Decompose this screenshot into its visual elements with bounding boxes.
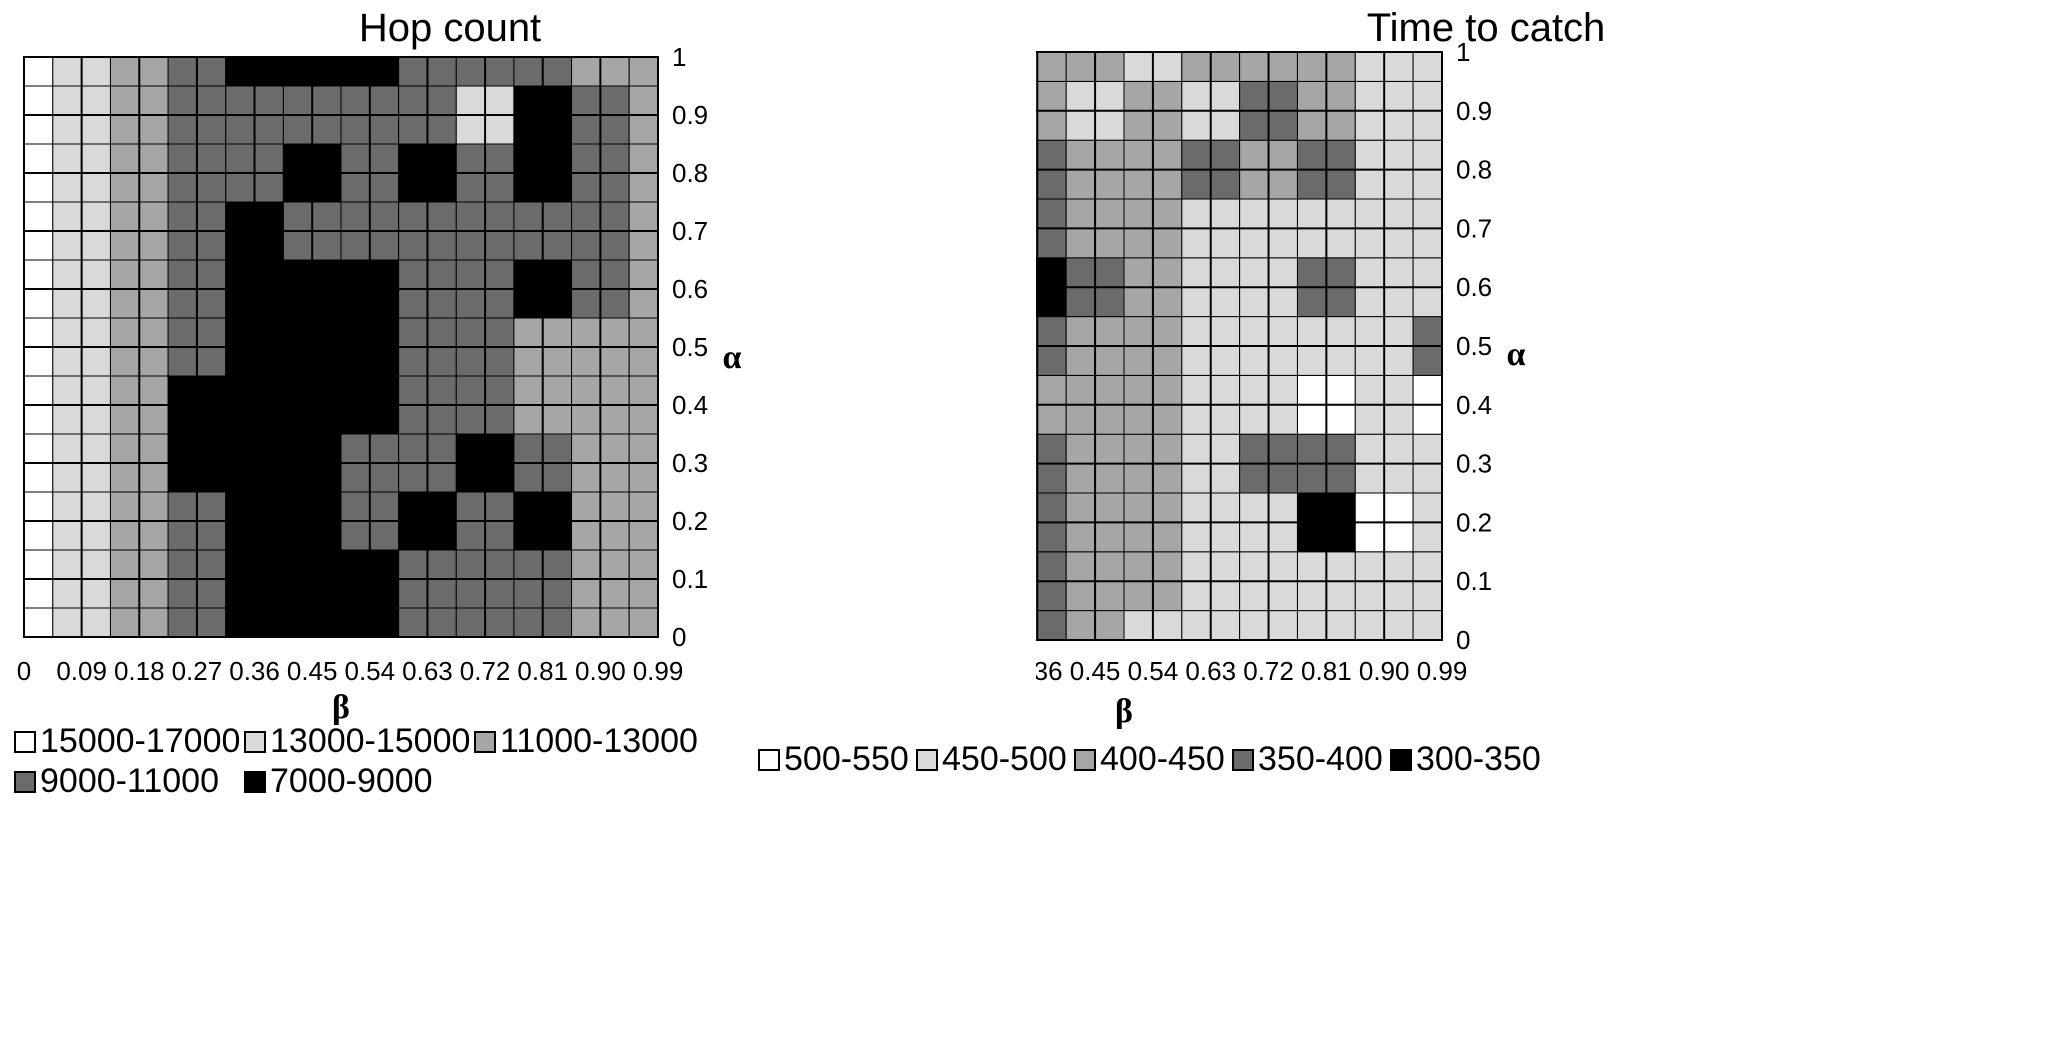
- y-tick-label: 0.8: [672, 158, 708, 188]
- y-tick-label: 0.6: [1456, 272, 1492, 302]
- y-tick-label: 1: [1456, 37, 1470, 67]
- x-tick-label: 0.99: [633, 656, 684, 686]
- y-tick-label: 0.4: [1456, 390, 1492, 420]
- y-tick-label: 0.8: [1456, 155, 1492, 185]
- y-tick-label: 1: [672, 42, 686, 72]
- legend-swatch: [244, 730, 266, 753]
- legend-label: 7000-9000: [270, 762, 433, 800]
- x-tick-label: 0.72: [1243, 656, 1294, 686]
- y-tick-label: 0.3: [1456, 449, 1492, 479]
- y-tick-label: 0: [1456, 625, 1470, 655]
- contour-cell: [23, 56, 54, 87]
- legend-label: 15000-17000: [40, 722, 241, 760]
- y-tick-label: 0.6: [672, 274, 708, 304]
- y-axis-label: α: [723, 339, 742, 376]
- legend-swatch: [1232, 748, 1254, 771]
- legend-swatch: [14, 730, 36, 753]
- y-tick-label: 0.3: [672, 448, 708, 478]
- contour-cell: [1036, 51, 1067, 82]
- legend-item: 350-400: [1232, 740, 1383, 779]
- legend-swatch: [916, 748, 938, 771]
- x-tick-label: 0.63: [402, 656, 453, 686]
- legend-swatch: [1074, 748, 1096, 771]
- x-tick-label: 0.99: [1417, 656, 1468, 686]
- legend-item: 15000-17000: [14, 722, 240, 761]
- legend-label: 450-500: [942, 740, 1067, 778]
- x-tick-label: 0.27: [172, 656, 223, 686]
- y-tick-label: 0.5: [672, 332, 708, 362]
- y-tick-label: 0.1: [1456, 566, 1492, 596]
- legend-label: 400-450: [1100, 740, 1225, 778]
- x-tick-label: 0.45: [287, 656, 338, 686]
- legend-item: 11000-13000: [474, 722, 698, 761]
- legend-swatch: [758, 748, 780, 771]
- legend-swatch: [14, 770, 36, 793]
- legend-swatch: [1390, 748, 1412, 771]
- legend-swatch: [474, 730, 496, 753]
- hop-count-panel: Hop count 0 0.09 0.18 0.27 0.36 0.45 0.54 0.63 0…: [14, 6, 742, 801]
- contour-cell: [628, 607, 659, 638]
- chart-title: Hop count: [358, 6, 542, 50]
- x-tick-label: 0.45: [1070, 656, 1121, 686]
- y-tick-label: 0.7: [1456, 213, 1492, 243]
- x-tick-label: 0.81: [517, 656, 568, 686]
- legend-item: 300-350: [1390, 740, 1541, 779]
- x-tick-label: 0.90: [1359, 656, 1410, 686]
- legend-item: 500-550: [758, 740, 909, 779]
- legend-item: 9000-11000: [14, 762, 219, 801]
- y-tick-label: 0: [672, 622, 686, 652]
- legend-item: 400-450: [1074, 740, 1225, 779]
- y-tick-label: 0.9: [672, 100, 708, 130]
- y-tick-label: 0.4: [672, 390, 708, 420]
- legend-item: 450-500: [916, 740, 1067, 779]
- contour-cell: [23, 607, 54, 638]
- contour-cell: [1412, 610, 1443, 641]
- plot-frame: [1036, 51, 1443, 641]
- x-tick-label: 0.36: [229, 656, 280, 686]
- x-tick-label: 0.63: [1185, 656, 1236, 686]
- x-tick-label: 0.72: [460, 656, 511, 686]
- chart-title: Time to catch: [1366, 6, 1606, 50]
- y-tick-label: 0.7: [672, 216, 708, 246]
- x-tick-label: 0.54: [1128, 656, 1179, 686]
- contour-cell: [628, 56, 659, 87]
- time-to-catch-panel: Time to catch 00.090.180.270.360.450.540…: [758, 0, 2072, 1060]
- legend-label: 500-550: [784, 740, 909, 778]
- y-axis-label: α: [1507, 336, 1526, 373]
- x-axis-label: β: [332, 689, 350, 726]
- legend-item: 7000-9000: [244, 762, 433, 801]
- y-tick-label: 0.9: [1456, 96, 1492, 126]
- legend-label: 350-400: [1258, 740, 1383, 778]
- x-tick-label: 0: [17, 656, 31, 686]
- y-tick-label: 0.1: [672, 564, 708, 594]
- legend-label: 13000-15000: [270, 722, 471, 760]
- contour-cell: [1036, 610, 1067, 641]
- y-tick-label: 0.5: [1456, 331, 1492, 361]
- y-tick-label: 0.2: [672, 506, 708, 536]
- plot-frame: [23, 56, 659, 638]
- x-tick-label: 0.54: [345, 656, 396, 686]
- legend-label: 11000-13000: [500, 722, 698, 760]
- contour-cell: [1412, 51, 1443, 82]
- legend-label: 300-350: [1416, 740, 1541, 778]
- time-to-catch-contour-plot: 00.090.180.270.360.450.540.630.720.810.9…: [1036, 37, 1526, 730]
- x-tick-label: 0.90: [575, 656, 626, 686]
- x-tick-label: 0.09: [56, 656, 107, 686]
- legend-swatch: [244, 770, 266, 793]
- x-tick-label: 0.18: [114, 656, 165, 686]
- x-tick-label: 0.81: [1301, 656, 1352, 686]
- x-tick-label: 0.36: [1036, 656, 1063, 686]
- y-tick-label: 0.2: [1456, 507, 1492, 537]
- legend-item: 13000-15000: [244, 722, 470, 761]
- legend-label: 9000-11000: [40, 762, 219, 800]
- hop-count-contour-plot: 0 0.09 0.18 0.27 0.36 0.45 0.54 0.63 0.72 0.81 0.9…: [17, 42, 742, 726]
- x-axis-label: β: [1115, 693, 1133, 730]
